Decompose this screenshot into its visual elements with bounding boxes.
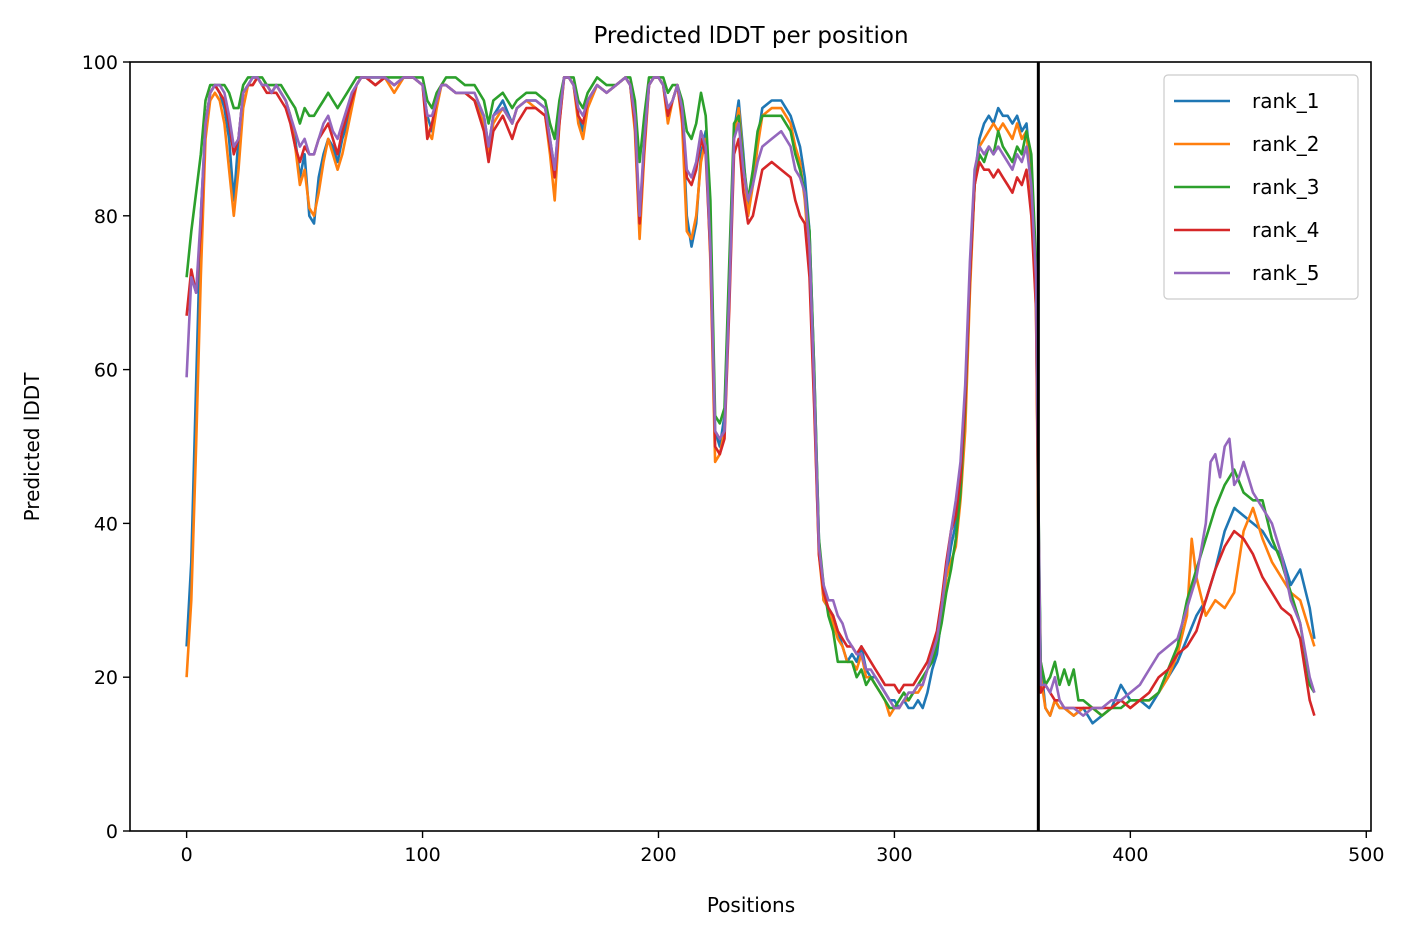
x-tick-label: 0 [181,844,193,866]
x-axis-label: Positions [707,893,795,917]
y-tick-label: 100 [82,52,118,74]
x-tick-label: 300 [876,844,912,866]
series-line-rank_3 [185,76,1316,717]
y-tick-label: 80 [94,206,118,228]
series-layer [185,76,1316,725]
plot-frame [129,61,1372,832]
legend: rank_1 rank_2 rank_3 rank_4 rank_5 [1163,74,1359,300]
legend-label-rank_1: rank_1 [1252,89,1319,113]
y-tick-label: 40 [94,513,118,535]
legend-box [1163,74,1359,300]
x-tick-label: 100 [404,844,440,866]
axes-layer [129,61,1372,832]
x-tick-label: 500 [1348,844,1384,866]
y-tick-label: 0 [106,821,118,843]
legend-label-rank_3: rank_3 [1252,175,1319,199]
chart-title: Predicted lDDT per position [593,23,908,49]
legend-label-rank_4: rank_4 [1252,218,1319,242]
legend-label-rank_2: rank_2 [1252,132,1319,156]
x-tick-label: 200 [640,844,676,866]
y-axis-label: Predicted lDDT [20,372,44,522]
x-tick-label: 400 [1112,844,1148,866]
y-tick-label: 20 [94,667,118,689]
y-tick-label: 60 [94,360,118,382]
series-line-rank_5 [185,76,1316,717]
legend-label-rank_5: rank_5 [1252,261,1319,285]
ticks-layer: 0 100 200 300 400 500 0 20 40 60 80 100 [82,52,1385,866]
